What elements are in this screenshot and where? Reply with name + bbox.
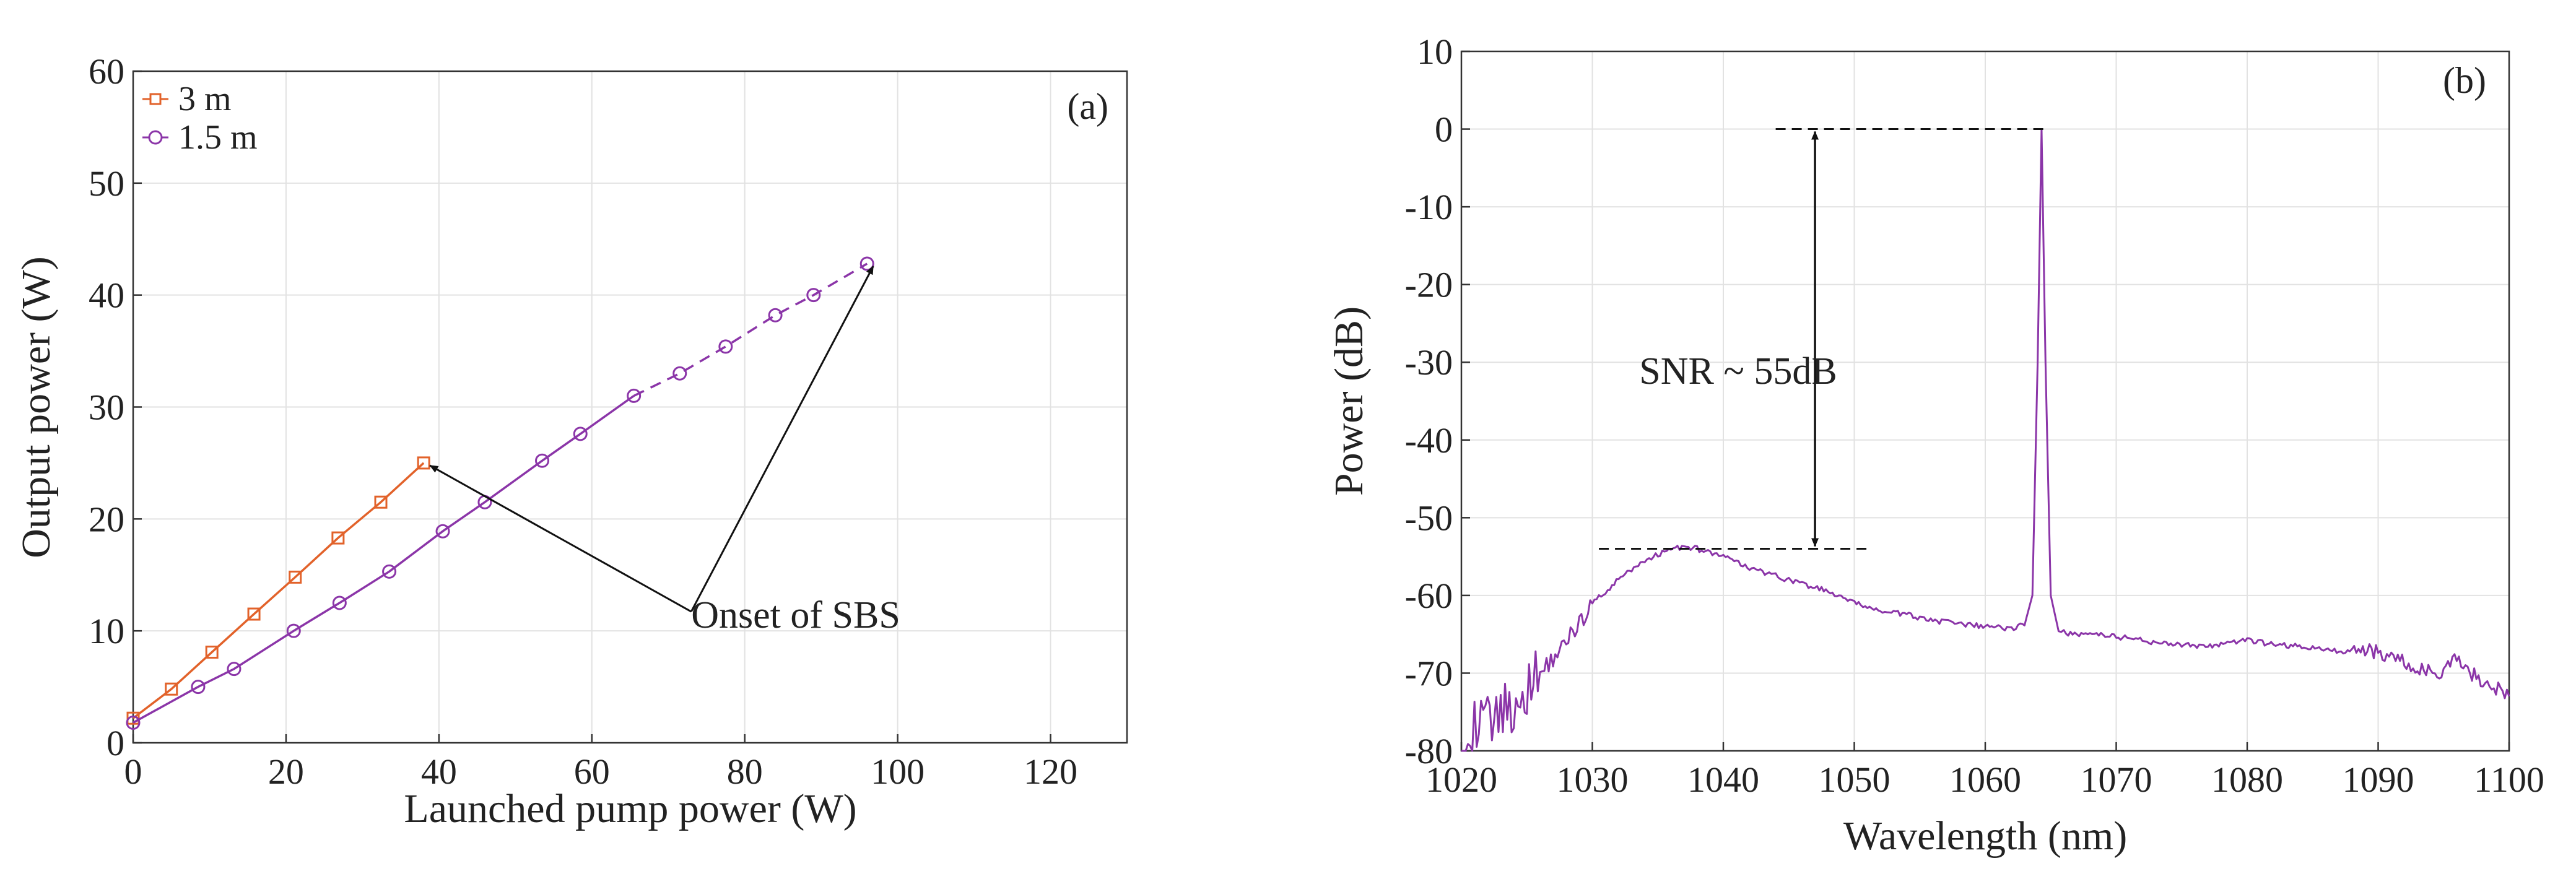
y-tick-label: -40 <box>1405 420 1453 461</box>
y-tick-label: -30 <box>1405 342 1453 383</box>
y-tick-label: 0 <box>1435 110 1453 150</box>
x-tick-label: 120 <box>1024 751 1077 792</box>
x-tick-label: 1070 <box>2081 760 2152 800</box>
data-point-3m <box>165 682 178 696</box>
chart-a-grid <box>133 71 1127 743</box>
chart-b-grid <box>1461 51 2510 751</box>
data-point-3m <box>126 711 140 725</box>
chart-a-x-axis-label: Launched pump power (W) <box>404 786 856 831</box>
data-point-1-5m <box>286 623 301 638</box>
data-point-1-5m <box>191 680 206 695</box>
series-line-1-5m <box>133 394 635 724</box>
data-point-3m <box>289 570 302 584</box>
data-point-1-5m <box>435 524 450 539</box>
data-point-1-5m <box>627 388 642 403</box>
data-point-1-5m <box>672 366 687 381</box>
x-tick-label: 100 <box>871 751 925 792</box>
chart-a-annotation-layer: Onset of SBS <box>429 266 900 636</box>
y-tick-label: 60 <box>89 51 124 92</box>
legend-item-3m: 3 m <box>142 80 232 118</box>
data-point-1-5m <box>126 715 141 730</box>
y-tick-label: -70 <box>1405 653 1453 693</box>
data-point-3m <box>374 495 388 509</box>
chart-a-legend: 3 m 1.5 m <box>142 80 258 157</box>
annotation-arrow <box>429 464 692 613</box>
chart-a-y-axis-label: Output power (W) <box>14 256 59 558</box>
y-tick-label: 30 <box>89 388 124 428</box>
data-point-3m <box>205 646 219 659</box>
chart-b-y-axis: 10 0 -10 -20 -30 -40 -50 -60 -70 -80 <box>1405 32 1470 771</box>
annotation-snr: SNR ~ 55dB <box>1639 350 1837 392</box>
x-tick-label: 40 <box>421 751 457 792</box>
x-tick-label: 60 <box>574 751 610 792</box>
series-line-spectrum <box>1461 128 2510 752</box>
chart-panel-b: 1020 1030 1040 1050 1060 1070 1080 1090 1100 10 0… <box>1326 32 2544 859</box>
x-tick-label: 0 <box>124 751 142 792</box>
data-point-3m <box>417 456 430 470</box>
legend-marker-circle <box>148 130 163 145</box>
y-tick-label: -80 <box>1405 731 1453 771</box>
y-tick-label: 20 <box>89 499 124 539</box>
legend-label-1-5m: 1.5 m <box>178 118 258 157</box>
data-point-1-5m <box>768 308 783 323</box>
y-tick-label: -50 <box>1405 498 1453 538</box>
chart-a-y-axis: 0 10 20 30 40 50 60 <box>89 51 142 763</box>
data-point-1-5m <box>227 662 242 677</box>
chart-a-series-layer <box>126 256 874 730</box>
y-tick-label: -10 <box>1405 187 1453 227</box>
y-tick-label: 10 <box>1417 32 1453 72</box>
y-tick-label: 0 <box>107 723 124 763</box>
series-line-1-5m-dashed <box>633 262 868 397</box>
legend-label-3m: 3 m <box>178 80 232 118</box>
chart-b-y-axis-label: Power (dB) <box>1326 306 1372 496</box>
data-point-3m <box>247 607 261 621</box>
x-tick-label: 1080 <box>2211 760 2283 800</box>
x-tick-label: 1020 <box>1425 760 1497 800</box>
chart-b-x-axis-label: Wavelength (nm) <box>1843 813 2127 859</box>
y-tick-label: -20 <box>1405 265 1453 305</box>
x-tick-label: 1030 <box>1557 760 1629 800</box>
x-tick-label: 1060 <box>1949 760 2021 800</box>
annotation-arrow <box>690 266 874 612</box>
data-point-1-5m <box>382 564 397 579</box>
y-tick-label: 40 <box>89 275 124 316</box>
x-tick-label: 1090 <box>2343 760 2414 800</box>
data-point-3m <box>331 531 345 545</box>
chart-a-panel-label: (a) <box>1067 86 1108 127</box>
y-tick-label: 50 <box>89 163 124 204</box>
annotation-onset-of-sbs: Onset of SBS <box>691 594 900 636</box>
legend-item-1-5m: 1.5 m <box>142 118 258 157</box>
y-tick-label: -60 <box>1405 576 1453 616</box>
legend-marker-square <box>149 93 162 105</box>
chart-a-x-axis: 0 20 40 60 80 100 120 <box>124 734 1077 792</box>
x-tick-label: 1050 <box>1819 760 1891 800</box>
data-point-1-5m <box>573 427 588 441</box>
data-point-1-5m <box>718 339 733 354</box>
y-tick-label: 10 <box>89 611 124 651</box>
chart-b-x-axis: 1020 1030 1040 1050 1060 1070 1080 1090 1100 <box>1425 742 2544 800</box>
data-point-1-5m <box>806 288 821 303</box>
x-tick-label: 20 <box>268 751 304 792</box>
series-line-3m <box>132 462 425 719</box>
x-tick-label: 80 <box>727 751 763 792</box>
chart-b-series-layer <box>1461 128 2510 752</box>
data-point-1-5m <box>535 453 550 468</box>
chart-b-annotation-layer: SNR ~ 55dB <box>1599 128 2045 550</box>
x-tick-label: 1040 <box>1687 760 1759 800</box>
data-point-1-5m <box>332 595 347 610</box>
chart-panel-a: 0 20 40 60 80 100 120 0 10 20 30 40 50 60 Onset of S… <box>14 51 1128 831</box>
chart-b-panel-label: (b) <box>2443 60 2486 101</box>
x-tick-label: 1100 <box>2474 760 2544 800</box>
